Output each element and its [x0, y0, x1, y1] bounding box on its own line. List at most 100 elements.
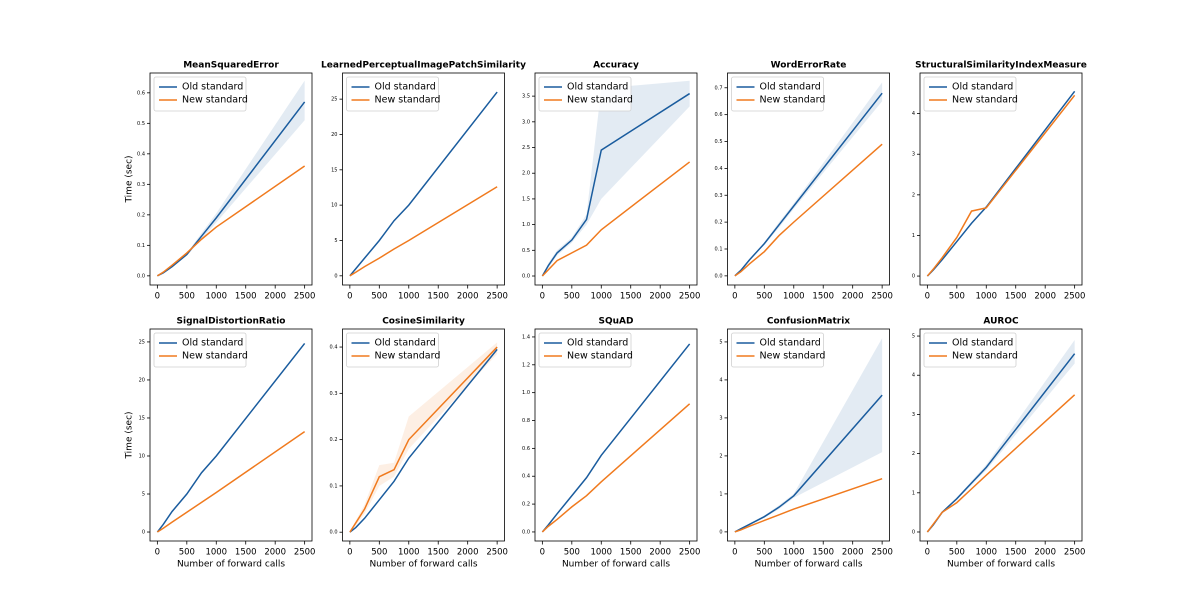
legend: Old standard New standard: [538, 332, 633, 368]
x-tick-label: 2500: [1064, 292, 1086, 302]
x-tick-label: 2000: [649, 292, 671, 302]
legend-label: New standard: [760, 351, 826, 362]
y-tick-label: 1: [912, 233, 915, 239]
subplot-title: ConfusionMatrix: [767, 317, 850, 327]
y-tick-label: 0.6: [715, 112, 723, 118]
legend: Old standard New standard: [153, 332, 248, 368]
subplot-title: CosineSimilarity: [382, 317, 465, 327]
x-tick-label: 1500: [427, 548, 449, 558]
legend-label: Old standard: [567, 338, 628, 349]
axes-frame: [919, 72, 1083, 286]
y-tick-label: 5: [719, 339, 722, 345]
y-tick-label: 0.5: [522, 248, 530, 254]
subplot-title: StructuralSimilarityIndexMeasure: [915, 61, 1087, 71]
x-tick-label: 1000: [975, 292, 997, 302]
x-tick-label: 1000: [205, 548, 227, 558]
x-tick-label: 0: [347, 548, 352, 558]
x-tick-label: 1000: [975, 548, 997, 558]
axes-frame: [534, 328, 698, 542]
legend-label: Old standard: [182, 338, 243, 349]
x-tick-label: 1000: [398, 548, 420, 558]
y-tick-label: 0.2: [522, 502, 530, 508]
x-tick-label: 1500: [812, 292, 834, 302]
legend-label: Old standard: [182, 82, 243, 93]
axes-frame: [727, 328, 890, 542]
legend-box: [731, 332, 824, 368]
x-tick-label: 1500: [1005, 548, 1027, 558]
legend-box: [923, 76, 1017, 112]
subplot: 0 500 1000 1500 2000 2500 0 1 2 3 4 5 ConfusionMatri…: [719, 317, 893, 570]
y-tick-label: 0.3: [715, 193, 723, 199]
subplot: 0 500 1000 1500 2000 2500 0.0 0.1 0.2 0.3 0.4 Cosin…: [330, 317, 508, 570]
subplot-title: SQuAD: [599, 317, 634, 327]
subplot: 0 500 1000 1500 2000 2500 0.0 0.2 0.4 0.6 0.8 1.0 1.…: [522, 317, 700, 570]
y-axis-label: Time (sec): [125, 155, 135, 203]
y-tick-label: 10: [331, 203, 337, 209]
x-tick-label: 2500: [871, 292, 893, 302]
x-tick-label: 500: [371, 292, 387, 302]
y-tick-label: 2: [719, 453, 722, 459]
y-tick-label: 0: [334, 273, 337, 279]
series-line: [926, 394, 1076, 533]
legend-box: [923, 332, 1017, 368]
y-tick-label: 0.5: [715, 139, 723, 145]
x-tick-label: 2000: [457, 548, 479, 558]
legend: Old standard New standard: [923, 332, 1018, 368]
x-tick-label: 2000: [842, 548, 864, 558]
subplot-title: AUROC: [983, 317, 1019, 327]
y-tick-label: 1.4: [522, 334, 530, 340]
x-tick-label: 0: [732, 292, 737, 302]
y-tick-label: 4: [719, 377, 722, 383]
axes-frame: [727, 72, 890, 286]
x-tick-label: 0: [155, 548, 160, 558]
y-tick-label: 25: [331, 97, 337, 103]
y-tick-label: 0.4: [715, 166, 723, 172]
x-tick-label: 1000: [783, 292, 805, 302]
x-axis-label: Number of forward calls: [947, 560, 1055, 570]
y-tick-label: 4: [912, 373, 915, 379]
y-tick-label: 0.3: [330, 391, 338, 397]
y-tick-label: 1.0: [522, 390, 530, 396]
y-tick-label: 3.5: [522, 94, 530, 100]
y-tick-label: 0.1: [137, 243, 145, 249]
x-tick-label: 2500: [679, 292, 701, 302]
series-line: [541, 161, 691, 277]
y-tick-label: 0.8: [522, 418, 530, 424]
y-tick-label: 2: [912, 451, 915, 457]
x-tick-label: 2000: [1034, 548, 1056, 558]
x-tick-label: 500: [756, 292, 772, 302]
x-axis-label: Number of forward calls: [177, 560, 285, 570]
series-line: [349, 91, 498, 277]
legend-box: [731, 76, 824, 112]
x-tick-label: 1500: [1005, 292, 1027, 302]
y-tick-label: 0.4: [137, 151, 145, 157]
legend: Old standard New standard: [538, 76, 633, 112]
y-tick-label: 0.0: [137, 273, 145, 279]
subplot-title: MeanSquaredError: [183, 61, 279, 71]
legend-box: [153, 332, 247, 368]
legend-label: New standard: [182, 351, 248, 362]
legend-label: New standard: [567, 95, 633, 106]
y-tick-label: 25: [139, 339, 145, 345]
x-tick-label: 1500: [235, 548, 257, 558]
series-line: [349, 348, 498, 533]
x-tick-label: 1000: [205, 292, 227, 302]
x-tick-label: 2500: [486, 292, 508, 302]
y-tick-label: 1.2: [522, 362, 530, 368]
x-tick-label: 1000: [590, 548, 612, 558]
x-tick-label: 2000: [457, 292, 479, 302]
legend-label: Old standard: [567, 82, 628, 93]
legend-label: New standard: [375, 351, 441, 362]
x-tick-label: 500: [564, 548, 580, 558]
legend: Old standard New standard: [346, 332, 441, 368]
legend-box: [538, 332, 632, 368]
legend-label: Old standard: [952, 338, 1013, 349]
y-tick-label: 2.5: [522, 145, 530, 151]
y-tick-label: 0.6: [137, 90, 145, 96]
series-line: [734, 394, 883, 533]
y-tick-label: 0.0: [522, 529, 530, 535]
y-tick-label: 0.2: [137, 212, 145, 218]
series-line: [156, 342, 306, 533]
x-axis-label: Number of forward calls: [562, 560, 670, 570]
